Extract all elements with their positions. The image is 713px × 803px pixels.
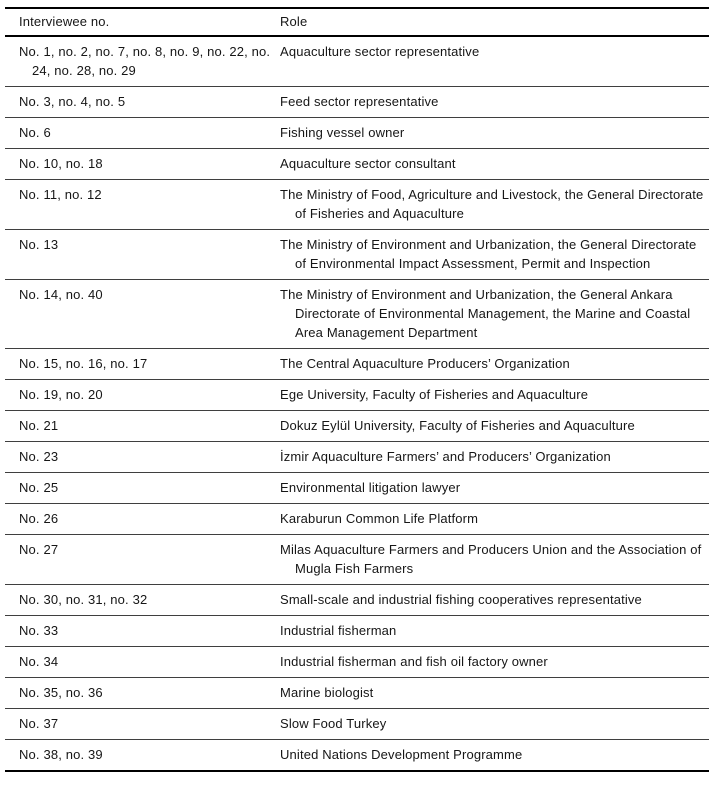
interviewee-cell: No. 13 [19,237,59,252]
interviewee-cell: No. 1, no. 2, no. 7, no. 8, no. 9, no. 2… [19,44,271,78]
table-row: No. 3, no. 4, no. 5 Feed sector represen… [5,87,709,118]
role-cell: Aquaculture sector representative [280,44,480,59]
role-cell: Dokuz Eylül University, Faculty of Fishe… [280,418,635,433]
column-header-role: Role [280,14,308,29]
paper-page: Interviewee no. Role No. 1, no. 2, no. 7… [0,7,713,772]
table-row: No. 23 İzmir Aquaculture Farmers’ and Pr… [5,442,709,473]
interviewee-cell: No. 6 [19,125,51,140]
interviewee-cell: No. 38, no. 39 [19,747,103,762]
role-cell: The Ministry of Environment and Urbaniza… [280,287,691,340]
table-row: No. 37 Slow Food Turkey [5,709,709,740]
table-row: No. 30, no. 31, no. 32 Small-scale and i… [5,585,709,616]
role-cell: Fishing vessel owner [280,125,405,140]
table-row: No. 10, no. 18 Aquaculture sector consul… [5,149,709,180]
role-cell: The Ministry of Environment and Urbaniza… [280,237,697,271]
table-row: No. 27 Milas Aquaculture Farmers and Pro… [5,535,709,585]
interviewee-cell: No. 35, no. 36 [19,685,103,700]
role-cell: United Nations Development Programme [280,747,523,762]
role-cell: The Central Aquaculture Producers’ Organ… [280,356,570,371]
role-cell: Slow Food Turkey [280,716,387,731]
interviewee-cell: No. 37 [19,716,59,731]
table-row: No. 6 Fishing vessel owner [5,118,709,149]
role-cell: Karaburun Common Life Platform [280,511,479,526]
role-cell: Feed sector representative [280,94,439,109]
interviewee-cell: No. 33 [19,623,59,638]
table-row: No. 38, no. 39 United Nations Developmen… [5,740,709,772]
table-row: No. 35, no. 36 Marine biologist [5,678,709,709]
table-header-row: Interviewee no. Role [5,7,709,37]
table-row: No. 19, no. 20 Ege University, Faculty o… [5,380,709,411]
table-row: No. 33 Industrial fisherman [5,616,709,647]
table-row: No. 21 Dokuz Eylül University, Faculty o… [5,411,709,442]
interviewee-cell: No. 11, no. 12 [19,187,102,202]
table-row: No. 13 The Ministry of Environment and U… [5,230,709,280]
table-row: No. 34 Industrial fisherman and fish oil… [5,647,709,678]
role-cell: Aquaculture sector consultant [280,156,456,171]
interviewee-cell: No. 26 [19,511,59,526]
interviewee-cell: No. 30, no. 31, no. 32 [19,592,148,607]
interviewee-cell: No. 3, no. 4, no. 5 [19,94,126,109]
role-cell: Industrial fisherman and fish oil factor… [280,654,548,669]
table-row: No. 11, no. 12 The Ministry of Food, Agr… [5,180,709,230]
role-cell: Ege University, Faculty of Fisheries and… [280,387,589,402]
interviewee-table: Interviewee no. Role No. 1, no. 2, no. 7… [5,7,709,772]
table-row: No. 1, no. 2, no. 7, no. 8, no. 9, no. 2… [5,37,709,87]
interviewee-cell: No. 21 [19,418,59,433]
interviewee-cell: No. 27 [19,542,59,557]
interviewee-cell: No. 25 [19,480,59,495]
table-row: No. 26 Karaburun Common Life Platform [5,504,709,535]
table-row: No. 15, no. 16, no. 17 The Central Aquac… [5,349,709,380]
table-row: No. 14, no. 40 The Ministry of Environme… [5,280,709,349]
role-cell: The Ministry of Food, Agriculture and Li… [280,187,704,221]
role-cell: Small-scale and industrial fishing coope… [280,592,642,607]
interviewee-cell: No. 14, no. 40 [19,287,103,302]
interviewee-cell: No. 19, no. 20 [19,387,103,402]
column-header-interviewee-no: Interviewee no. [19,14,110,29]
interviewee-cell: No. 34 [19,654,59,669]
interviewee-cell: No. 15, no. 16, no. 17 [19,356,148,371]
interviewee-cell: No. 23 [19,449,59,464]
role-cell: Industrial fisherman [280,623,397,638]
role-cell: Milas Aquaculture Farmers and Producers … [280,542,702,576]
table-body: No. 1, no. 2, no. 7, no. 8, no. 9, no. 2… [5,37,709,772]
table-row: No. 25 Environmental litigation lawyer [5,473,709,504]
role-cell: Marine biologist [280,685,374,700]
role-cell: Environmental litigation lawyer [280,480,461,495]
interviewee-cell: No. 10, no. 18 [19,156,103,171]
role-cell: İzmir Aquaculture Farmers’ and Producers… [280,449,611,464]
